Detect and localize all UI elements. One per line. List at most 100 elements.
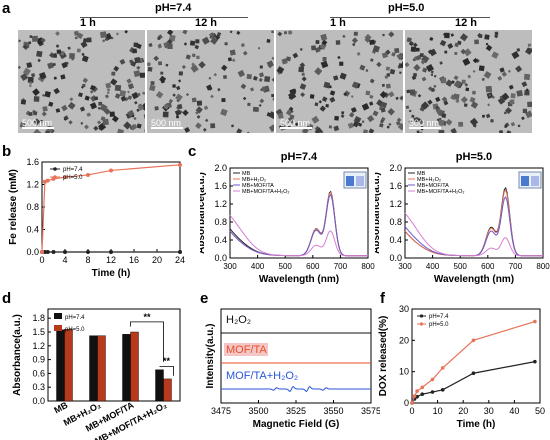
- nanoparticle: [315, 127, 324, 133]
- nanoparticle: [481, 77, 485, 81]
- nanoparticle: [259, 98, 265, 104]
- x-tick-label: 400: [426, 262, 440, 271]
- data-point: [471, 338, 476, 343]
- nanoparticle: [388, 122, 392, 126]
- nanoparticle: [242, 50, 248, 56]
- scale-bar-label: 500 nm: [151, 118, 182, 128]
- nanoparticle: [40, 37, 46, 43]
- nanoparticle: [178, 71, 183, 76]
- esr-spectrum: [221, 386, 371, 392]
- nanoparticle: [231, 124, 235, 128]
- nanoparticle: [69, 97, 74, 102]
- nanoparticle: [382, 33, 385, 37]
- nanoparticle: [111, 71, 116, 76]
- nanoparticle: [134, 100, 138, 105]
- nanoparticle: [395, 120, 401, 126]
- nanoparticle: [81, 55, 89, 63]
- nanoparticle: [372, 45, 381, 53]
- nanoparticle: [29, 81, 33, 85]
- x-tick-label: 3525: [286, 406, 306, 416]
- nanoparticle: [409, 89, 416, 95]
- nanoparticle: [148, 42, 153, 48]
- nanoparticle: [379, 91, 388, 99]
- nanoparticle: [202, 127, 207, 132]
- nanoparticle: [521, 81, 528, 88]
- nanoparticle: [320, 33, 328, 41]
- nanoparticle: [155, 91, 164, 99]
- nanoparticle: [236, 128, 243, 133]
- nanoparticle: [314, 46, 321, 53]
- nanoparticle: [48, 101, 54, 107]
- nanoparticle: [237, 69, 246, 78]
- nanoparticle: [499, 67, 505, 73]
- nanoparticle: [133, 42, 139, 48]
- nanoparticle: [388, 31, 395, 38]
- bar: [64, 329, 73, 402]
- x-tick-label: 0: [409, 406, 414, 416]
- nanoparticle: [376, 61, 382, 68]
- nanoparticle: [301, 76, 307, 82]
- nanoparticle: [365, 69, 369, 72]
- nanoparticle: [127, 83, 135, 90]
- x-tick-label: 20: [152, 255, 162, 265]
- x-tick-label: 24: [175, 255, 185, 265]
- nanoparticle: [32, 88, 40, 97]
- nanoparticle: [100, 116, 106, 122]
- nanoparticle: [300, 92, 306, 98]
- data-point: [440, 366, 445, 370]
- nanoparticle: [379, 123, 384, 128]
- nanoparticle: [415, 47, 420, 52]
- nanoparticle: [65, 61, 69, 65]
- y-tick-label: 1.2: [32, 341, 45, 351]
- nanoparticle: [465, 87, 470, 92]
- panel-a-ph-right: pH=5.0: [388, 2, 425, 14]
- nanoparticle: [453, 75, 459, 81]
- nanoparticle: [176, 115, 180, 119]
- nanoparticle: [391, 52, 396, 57]
- tem-image: 500 nm: [18, 30, 145, 133]
- nanoparticle: [133, 117, 137, 121]
- data-point: [430, 377, 435, 382]
- chart-title: pH=7.4: [281, 151, 318, 163]
- series-label: H₂O₂: [226, 314, 251, 326]
- nanoparticle: [314, 102, 319, 107]
- nanoparticle: [511, 50, 520, 60]
- nanoparticle: [361, 120, 365, 123]
- nanoparticle: [201, 36, 210, 45]
- legend-label: MB: [417, 171, 426, 177]
- nanoparticle: [497, 75, 503, 81]
- label-highlight: [224, 343, 268, 356]
- bar: [163, 378, 172, 402]
- significance-bracket: [130, 321, 164, 362]
- nanoparticle: [94, 96, 98, 101]
- y-tick-label: 0.8: [26, 202, 39, 212]
- y-tick-label: 0.0: [214, 253, 227, 263]
- nanoparticle: [36, 50, 43, 58]
- nanoparticle: [172, 84, 176, 88]
- nanoparticle: [368, 101, 374, 106]
- nanoparticle: [435, 107, 442, 114]
- nanoparticle: [277, 112, 284, 119]
- nanoparticle: [400, 61, 403, 69]
- panel-f-label: f: [380, 290, 385, 307]
- nanoparticle: [55, 31, 60, 36]
- nanoparticle: [28, 84, 32, 88]
- nanoparticle: [98, 107, 101, 110]
- nanoparticle: [260, 86, 267, 92]
- nanoparticle: [20, 72, 29, 82]
- nanoparticle: [323, 81, 331, 89]
- spectrum-line: [404, 189, 544, 257]
- nanoparticle: [329, 90, 336, 96]
- nanoparticle: [484, 34, 490, 40]
- nanoparticle: [438, 130, 445, 133]
- nanoparticle: [353, 31, 358, 36]
- data-point: [86, 172, 90, 177]
- nanoparticle: [453, 93, 460, 101]
- nanoparticle: [136, 65, 141, 70]
- bar: [89, 335, 98, 402]
- nanoparticle: [380, 107, 386, 113]
- y-tick-label: 0.8: [214, 217, 227, 227]
- nanoparticle: [478, 65, 485, 72]
- nanoparticle: [410, 46, 417, 52]
- series-line: [411, 320, 536, 404]
